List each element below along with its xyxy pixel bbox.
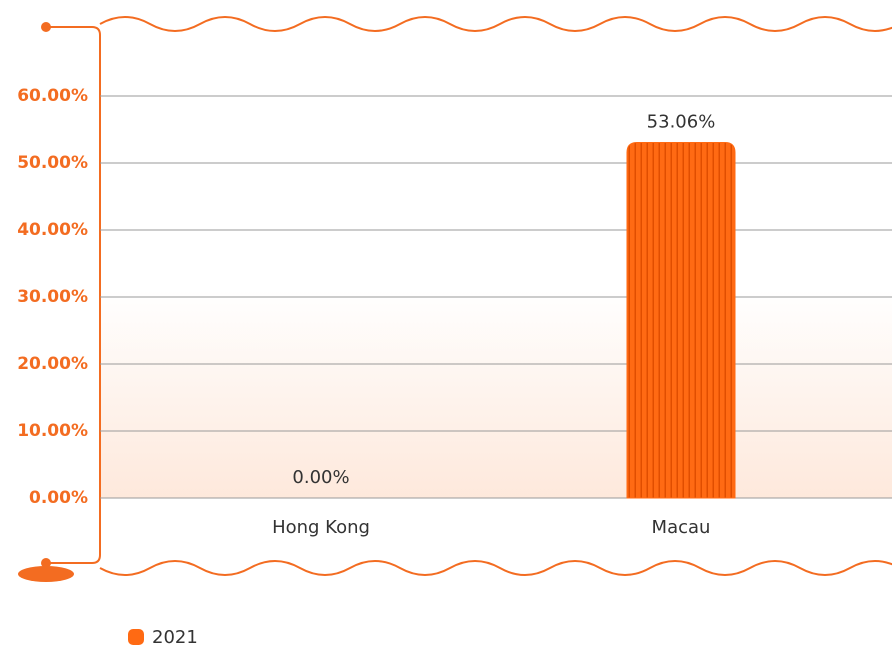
grid	[100, 95, 892, 499]
y-tick-label: 40.00%	[17, 220, 88, 240]
legend-swatch	[128, 629, 144, 645]
y-tick-label: 20.00%	[17, 354, 88, 374]
value-label: 0.00%	[292, 467, 349, 488]
bracket-dot	[41, 22, 51, 32]
left-bracket	[46, 26, 101, 564]
value-label: 53.06%	[647, 111, 716, 132]
marks	[626, 141, 736, 499]
legend-label: 2021	[152, 627, 198, 648]
x-tick-label: Macau	[652, 517, 711, 538]
y-tick-label: 50.00%	[17, 153, 88, 173]
bracket-dot	[41, 558, 51, 568]
x-tick-label: Hong Kong	[272, 517, 370, 538]
bottom-wave	[99, 560, 892, 576]
y-tick-label: 10.00%	[17, 421, 88, 441]
bar	[626, 141, 736, 499]
y-tick-label: 0.00%	[29, 488, 88, 508]
y-tick-label: 30.00%	[17, 287, 88, 307]
y-tick-label: 60.00%	[17, 86, 88, 106]
top-wave	[99, 16, 892, 32]
background-fade	[100, 290, 892, 498]
bracket-base	[18, 566, 74, 582]
